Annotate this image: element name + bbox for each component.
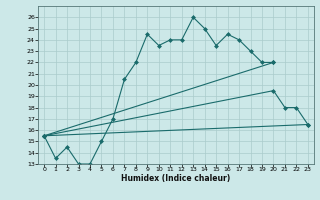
X-axis label: Humidex (Indice chaleur): Humidex (Indice chaleur)	[121, 174, 231, 183]
